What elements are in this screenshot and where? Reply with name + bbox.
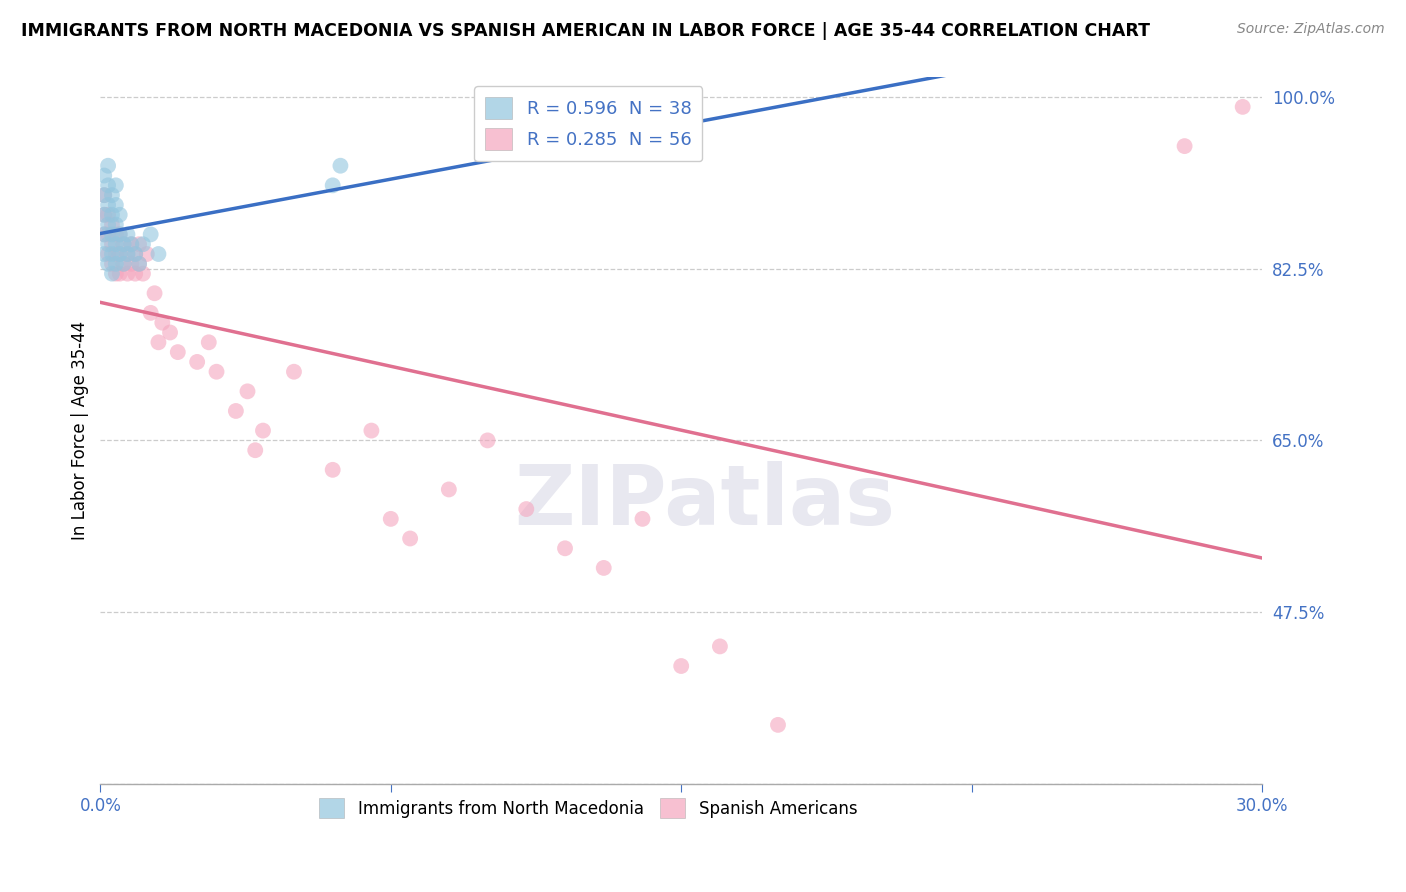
Point <box>101 247 124 261</box>
Point <box>592 561 614 575</box>
Point <box>124 247 146 261</box>
Point <box>399 532 422 546</box>
Point <box>93 169 115 183</box>
Point <box>97 237 120 252</box>
Point <box>120 257 142 271</box>
Point <box>104 247 127 261</box>
Point <box>112 237 135 252</box>
Point <box>139 227 162 242</box>
Point <box>477 434 499 448</box>
Point <box>108 247 131 261</box>
Point <box>236 384 259 399</box>
Point <box>631 512 654 526</box>
Point <box>101 237 124 252</box>
Point <box>101 188 124 202</box>
Point <box>360 424 382 438</box>
Point <box>104 198 127 212</box>
Point <box>159 326 181 340</box>
Point <box>1232 100 1254 114</box>
Point <box>124 247 146 261</box>
Point <box>128 257 150 271</box>
Point <box>93 188 115 202</box>
Point <box>93 208 115 222</box>
Point <box>97 178 120 193</box>
Point <box>128 257 150 271</box>
Y-axis label: In Labor Force | Age 35-44: In Labor Force | Age 35-44 <box>72 321 89 541</box>
Point <box>101 227 124 242</box>
Point <box>124 267 146 281</box>
Point <box>143 286 166 301</box>
Point <box>322 178 344 193</box>
Point <box>97 247 120 261</box>
Point <box>112 257 135 271</box>
Point <box>117 247 139 261</box>
Point <box>186 355 208 369</box>
Point <box>166 345 188 359</box>
Point <box>148 335 170 350</box>
Point <box>108 247 131 261</box>
Point <box>108 267 131 281</box>
Point <box>97 227 120 242</box>
Point <box>104 178 127 193</box>
Point <box>97 218 120 232</box>
Point <box>132 267 155 281</box>
Point <box>104 267 127 281</box>
Point <box>554 541 576 556</box>
Point <box>139 306 162 320</box>
Point <box>108 208 131 222</box>
Point <box>104 227 127 242</box>
Point <box>515 502 537 516</box>
Point <box>322 463 344 477</box>
Point <box>128 237 150 252</box>
Point <box>117 227 139 242</box>
Point <box>132 237 155 252</box>
Point <box>197 335 219 350</box>
Point <box>104 237 127 252</box>
Point <box>245 443 267 458</box>
Point <box>101 267 124 281</box>
Point <box>148 247 170 261</box>
Point <box>97 208 120 222</box>
Point <box>104 218 127 232</box>
Point <box>669 110 692 124</box>
Point <box>97 257 120 271</box>
Point <box>120 237 142 252</box>
Legend: Immigrants from North Macedonia, Spanish Americans: Immigrants from North Macedonia, Spanish… <box>312 791 863 825</box>
Point <box>101 208 124 222</box>
Text: IMMIGRANTS FROM NORTH MACEDONIA VS SPANISH AMERICAN IN LABOR FORCE | AGE 35-44 C: IMMIGRANTS FROM NORTH MACEDONIA VS SPANI… <box>21 22 1150 40</box>
Point <box>120 237 142 252</box>
Point <box>93 247 115 261</box>
Point <box>112 237 135 252</box>
Point <box>437 483 460 497</box>
Point <box>1174 139 1197 153</box>
Point <box>252 424 274 438</box>
Point <box>117 247 139 261</box>
Point <box>669 659 692 673</box>
Point <box>93 227 115 242</box>
Point <box>97 198 120 212</box>
Point <box>93 188 115 202</box>
Text: ZIPatlas: ZIPatlas <box>515 460 896 541</box>
Point <box>150 316 173 330</box>
Point <box>709 640 731 654</box>
Point <box>112 257 135 271</box>
Point <box>117 267 139 281</box>
Point <box>135 247 157 261</box>
Point <box>97 159 120 173</box>
Point <box>283 365 305 379</box>
Point <box>380 512 402 526</box>
Point <box>101 218 124 232</box>
Point <box>93 227 115 242</box>
Point <box>205 365 228 379</box>
Text: Source: ZipAtlas.com: Source: ZipAtlas.com <box>1237 22 1385 37</box>
Point <box>108 227 131 242</box>
Point <box>101 257 124 271</box>
Point <box>651 129 673 144</box>
Point <box>766 718 789 732</box>
Point <box>104 257 127 271</box>
Point <box>93 208 115 222</box>
Point <box>329 159 352 173</box>
Point <box>225 404 247 418</box>
Point <box>108 227 131 242</box>
